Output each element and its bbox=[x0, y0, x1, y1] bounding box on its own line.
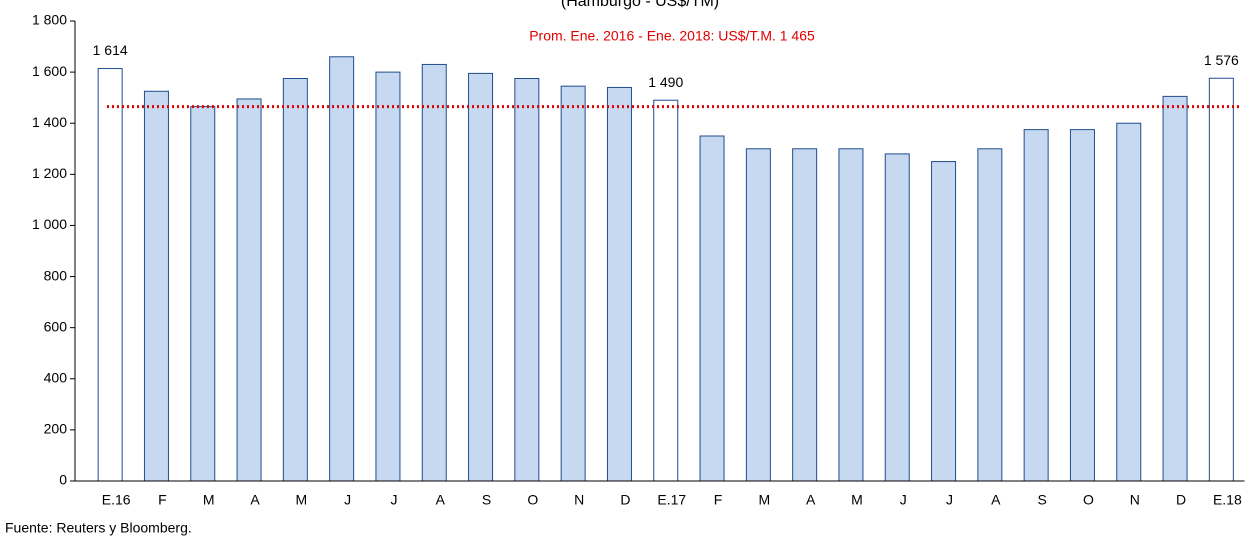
y-tick-label: 200 bbox=[44, 421, 68, 437]
bar bbox=[143, 90, 169, 482]
x-tick-label: D bbox=[620, 492, 630, 508]
x-tick-label: A bbox=[436, 492, 446, 508]
y-tick-label: 800 bbox=[44, 267, 68, 283]
x-tick-label: J bbox=[946, 492, 953, 508]
x-tick-label: E.16 bbox=[102, 492, 131, 508]
x-tick-label: O bbox=[527, 492, 538, 508]
bar bbox=[653, 99, 679, 482]
bar bbox=[329, 56, 355, 482]
x-tick-label: J bbox=[390, 492, 397, 508]
y-tick-label: 1 200 bbox=[32, 165, 67, 181]
value-label: 1 576 bbox=[1204, 52, 1239, 68]
bar bbox=[514, 78, 540, 482]
y-tick-label: 1 400 bbox=[32, 114, 67, 130]
x-tick-label: A bbox=[806, 492, 816, 508]
x-tick-label: A bbox=[991, 492, 1001, 508]
bar bbox=[838, 148, 864, 482]
y-tick-label: 1 000 bbox=[32, 216, 67, 232]
x-tick-label: F bbox=[714, 492, 723, 508]
average-annotation: Prom. Ene. 2016 - Ene. 2018: US$/T.M. 1 … bbox=[529, 28, 815, 44]
bar bbox=[884, 153, 910, 482]
x-tick-label: O bbox=[1083, 492, 1094, 508]
bar bbox=[560, 85, 586, 482]
chart-subtitle: (Hamburgo - US$/TM) bbox=[561, 0, 719, 10]
x-tick-label: J bbox=[344, 492, 351, 508]
bar bbox=[977, 148, 1003, 482]
source-note: Fuente: Reuters y Bloomberg. bbox=[5, 520, 192, 536]
bar bbox=[468, 72, 494, 482]
bar bbox=[236, 98, 262, 482]
bar bbox=[792, 148, 818, 482]
bar bbox=[1162, 95, 1188, 482]
bar bbox=[1023, 129, 1049, 482]
x-tick-label: M bbox=[759, 492, 771, 508]
y-tick-label: 0 bbox=[59, 472, 67, 488]
x-tick-label: S bbox=[482, 492, 491, 508]
x-tick-label: N bbox=[574, 492, 584, 508]
y-tick-label: 600 bbox=[44, 318, 68, 334]
bar bbox=[606, 86, 632, 482]
value-label: 1 614 bbox=[93, 42, 128, 58]
bar bbox=[1116, 122, 1142, 482]
x-tick-label: S bbox=[1037, 492, 1046, 508]
x-tick-label: F bbox=[158, 492, 167, 508]
bar bbox=[190, 106, 216, 482]
bar bbox=[97, 68, 123, 482]
x-tick-label: E.18 bbox=[1213, 492, 1242, 508]
bar bbox=[282, 78, 308, 482]
bar bbox=[1069, 129, 1095, 482]
bar bbox=[421, 63, 447, 482]
bar bbox=[1208, 77, 1234, 482]
y-tick-label: 1 600 bbox=[32, 63, 67, 79]
x-tick-label: N bbox=[1130, 492, 1140, 508]
x-tick-label: M bbox=[296, 492, 308, 508]
x-tick-label: D bbox=[1176, 492, 1186, 508]
x-tick-label: J bbox=[900, 492, 907, 508]
x-tick-label: M bbox=[203, 492, 215, 508]
bar bbox=[699, 135, 725, 482]
bar bbox=[931, 161, 957, 482]
bar bbox=[375, 71, 401, 482]
x-tick-label: A bbox=[250, 492, 260, 508]
y-tick-label: 1 800 bbox=[32, 12, 67, 28]
bar bbox=[745, 148, 771, 482]
x-tick-label: E.17 bbox=[657, 492, 686, 508]
x-tick-label: M bbox=[851, 492, 863, 508]
y-tick-label: 400 bbox=[44, 369, 68, 385]
value-label: 1 490 bbox=[648, 74, 683, 90]
